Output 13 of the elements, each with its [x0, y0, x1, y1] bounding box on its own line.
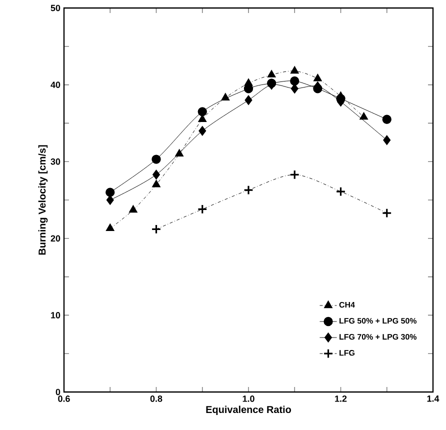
x-tick-label: 0.6 [58, 396, 70, 402]
x-axis-title: Equivalence Ratio [206, 406, 292, 416]
x-tick-label: 1.4 [427, 396, 440, 402]
y-tick-label: 30 [50, 158, 60, 165]
y-tick-label: 20 [50, 235, 60, 242]
x-tick-label: 0.8 [150, 396, 162, 402]
x-tick-label: 1.2 [335, 396, 347, 402]
y-tick-label: 40 [50, 82, 60, 88]
x-tick-label: 1.0 [242, 396, 254, 402]
y-tick-label: 10 [51, 312, 60, 318]
y-tick-label: 50 [50, 4, 60, 12]
y-axis-title: Burning Velocity [cm/s] [38, 145, 48, 255]
y-tick-label: 0 [56, 388, 60, 396]
